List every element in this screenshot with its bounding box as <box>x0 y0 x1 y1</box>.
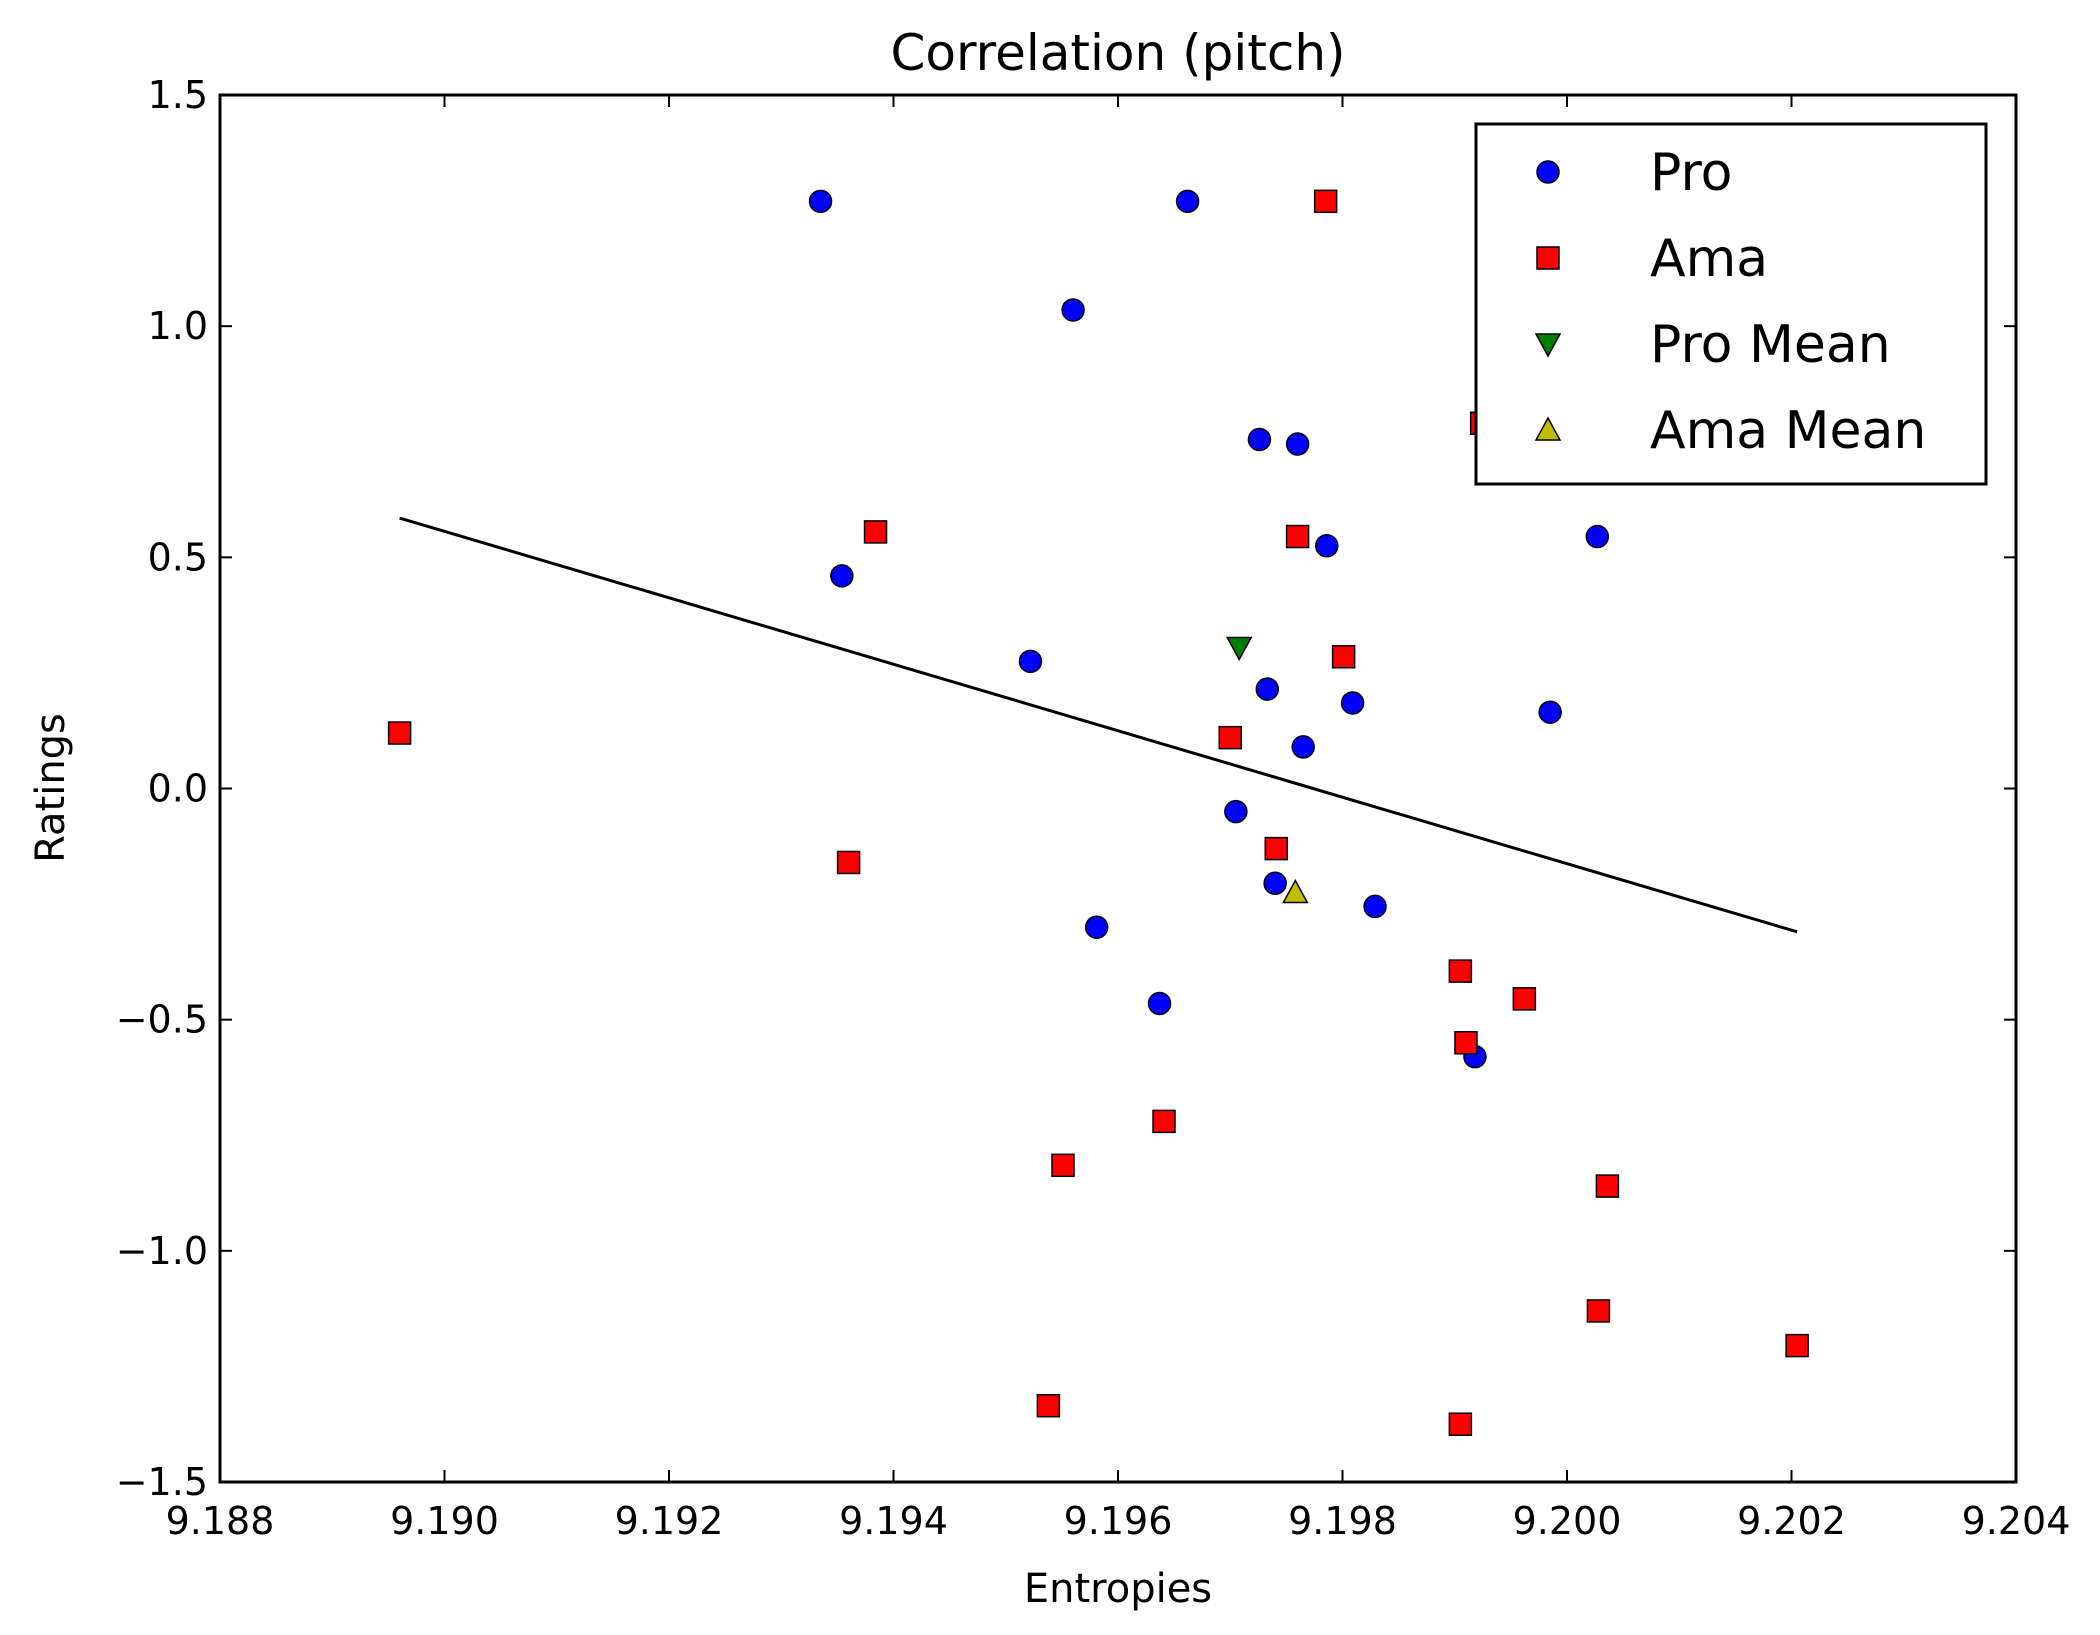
series-pro-mean <box>1225 636 1253 662</box>
x-axis-label: Entropies <box>1024 1566 1212 1612</box>
ama-point <box>1218 725 1242 750</box>
x-tick-label: 9.192 <box>615 1499 724 1543</box>
pro-point <box>830 564 854 588</box>
pro-point <box>1255 677 1280 701</box>
pro-point <box>1061 298 1085 322</box>
pro-point <box>1084 915 1109 939</box>
pro-point <box>1224 799 1248 824</box>
pro-point <box>1247 427 1272 452</box>
legend-marker-ama <box>1536 246 1560 270</box>
chart-title: Correlation (pitch) <box>890 24 1345 82</box>
legend-marker-pro <box>1536 160 1560 184</box>
x-tick-label: 9.188 <box>166 1499 275 1543</box>
y-tick-label: 1.0 <box>148 304 208 348</box>
pro-point <box>1315 534 1339 558</box>
x-tick-label: 9.202 <box>1737 1499 1846 1543</box>
legend-label: Ama <box>1650 229 1768 289</box>
x-tick-label: 9.196 <box>1064 1499 1173 1543</box>
pro-mean-point <box>1225 636 1253 662</box>
legend-marker-ama-mean <box>1534 416 1562 441</box>
pro-point <box>1285 432 1310 456</box>
pro-point <box>1363 894 1387 919</box>
ama-point <box>836 850 861 875</box>
series-pro <box>808 189 1610 1069</box>
pro-point <box>1018 649 1043 674</box>
ama-point <box>1595 1174 1620 1198</box>
y-tick-label: −1.0 <box>116 1229 208 1273</box>
pro-point <box>1340 691 1365 715</box>
y-tick-label: 0.5 <box>148 535 208 579</box>
ama-point <box>1586 1299 1611 1323</box>
x-tick-label: 9.200 <box>1513 1499 1622 1543</box>
ama-point <box>387 721 412 745</box>
series-ama-mean <box>1282 878 1309 904</box>
x-tick-label: 9.198 <box>1288 1499 1397 1543</box>
ama-point <box>1331 644 1356 669</box>
pro-point <box>1538 700 1562 724</box>
ama-mean-point <box>1282 878 1309 904</box>
ama-point <box>1152 1109 1176 1134</box>
axis-ticks: 9.188 9.190 9.192 9.194 9.196 9.198 9.200 9.202… <box>116 73 2071 1543</box>
y-tick-label: −0.5 <box>116 998 208 1042</box>
y-tick-label: −1.5 <box>116 1460 208 1504</box>
legend-box <box>1474 122 1988 486</box>
y-tick-label: 0.0 <box>148 767 208 811</box>
pro-point <box>1585 524 1610 549</box>
ama-point <box>863 520 888 544</box>
ama-point <box>1448 1412 1473 1436</box>
x-tick-label: 9.190 <box>390 1499 499 1543</box>
pro-point <box>808 189 833 214</box>
pro-point <box>1291 735 1315 759</box>
regression-line-group <box>399 516 1798 934</box>
ama-point <box>1454 1031 1478 1055</box>
x-tick-label: 9.194 <box>839 1499 948 1543</box>
ama-point <box>1512 987 1537 1011</box>
pro-point <box>1175 189 1200 214</box>
legend-label: Ama Mean <box>1650 401 1926 461</box>
ama-point <box>1051 1153 1075 1178</box>
ama-point <box>1785 1333 1809 1358</box>
ama-point <box>1036 1393 1061 1418</box>
pro-point <box>1263 871 1287 896</box>
legend-marker-pro-mean <box>1534 333 1562 358</box>
legend: Pro Ama Pro Mean Ama Mean <box>1474 122 1988 486</box>
regression-line <box>399 516 1798 934</box>
plot-frame <box>218 93 2018 1484</box>
x-tick-label: 9.204 <box>1962 1499 2071 1543</box>
pro-point <box>1147 991 1172 1016</box>
ama-point <box>1313 189 1338 214</box>
y-axis-label: Ratings <box>28 713 74 863</box>
ama-point <box>1285 524 1310 549</box>
legend-label: Pro <box>1650 143 1733 203</box>
ama-point <box>1264 836 1289 861</box>
ama-point <box>1448 959 1473 983</box>
y-tick-label: 1.5 <box>148 73 208 117</box>
legend-label: Pro Mean <box>1650 315 1891 375</box>
